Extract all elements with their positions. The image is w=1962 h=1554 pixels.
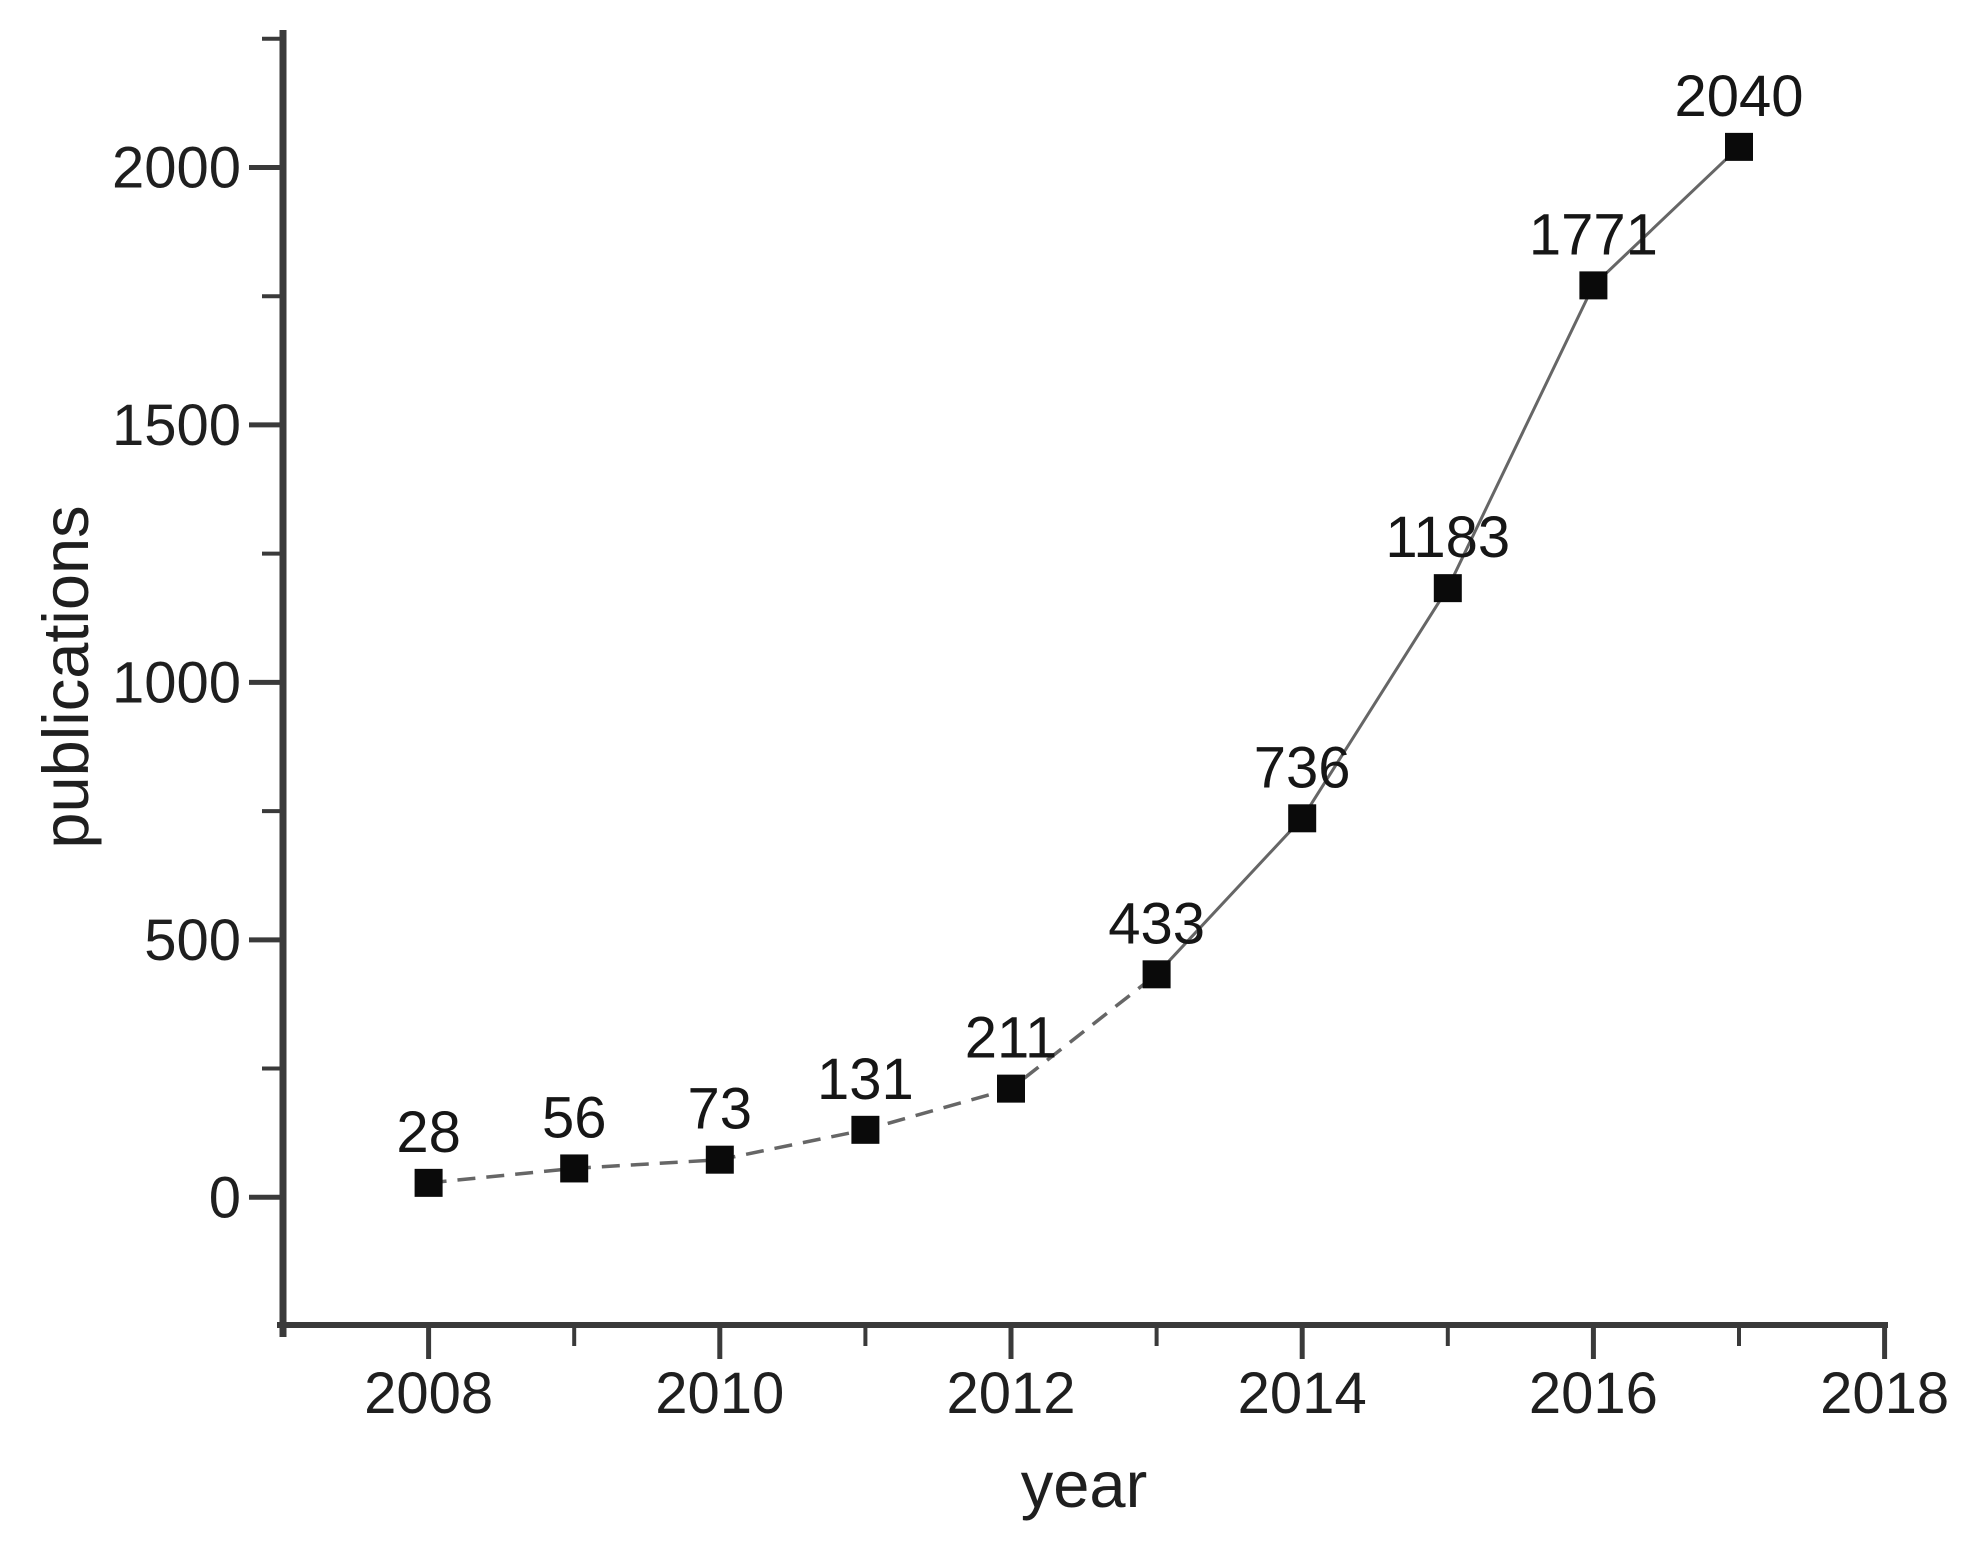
data-point-marker: [414, 1168, 443, 1197]
data-point-marker: [997, 1074, 1025, 1103]
data-point-label: 433: [1108, 891, 1205, 956]
y-axis-title: publications: [29, 505, 102, 848]
data-point-label: 1183: [1385, 505, 1510, 570]
y-tick-label: 2000: [112, 135, 241, 200]
data-point-marker: [1433, 574, 1462, 603]
data-series-layer: 28 56 73 131 211 433 736 1183 1771 2040: [396, 64, 1804, 1197]
x-axis-title: year: [1021, 1448, 1147, 1521]
data-point-label: 1771: [1529, 202, 1658, 267]
data-point-marker: [1579, 271, 1608, 300]
x-tick-label: 2016: [1529, 1361, 1658, 1426]
y-tick-label: 1500: [112, 393, 241, 458]
data-point-label: 2040: [1674, 64, 1803, 129]
data-point-marker: [1288, 804, 1317, 833]
data-point-marker: [1725, 132, 1753, 161]
axes-layer: [277, 30, 1888, 1337]
data-point-marker: [851, 1115, 880, 1144]
x-tick-label: 2018: [1820, 1361, 1949, 1426]
data-point-marker: [560, 1154, 589, 1183]
data-point-label: 28: [396, 1100, 461, 1165]
x-tick-label: 2014: [1238, 1361, 1367, 1426]
x-tick-label: 2010: [655, 1361, 784, 1426]
data-point-marker: [1142, 960, 1171, 989]
x-tick-label: 2008: [364, 1361, 493, 1426]
data-point-label: 736: [1254, 735, 1351, 800]
data-point-label: 211: [965, 1006, 1057, 1071]
data-point-label: 73: [688, 1077, 753, 1142]
data-point-label: 56: [542, 1085, 607, 1150]
y-tick-label: 1000: [112, 650, 241, 715]
data-point-label: 131: [817, 1047, 914, 1112]
y-tick-label: 0: [209, 1165, 241, 1230]
data-point-marker: [705, 1145, 734, 1174]
ticks-layer: 0 500 1000 1500 2000 2008 2010 2012 2014 2016 2018: [112, 36, 1949, 1426]
series-line-dashed: [428, 972, 1158, 1185]
y-tick-label: 500: [144, 908, 241, 973]
x-tick-label: 2012: [946, 1361, 1075, 1426]
